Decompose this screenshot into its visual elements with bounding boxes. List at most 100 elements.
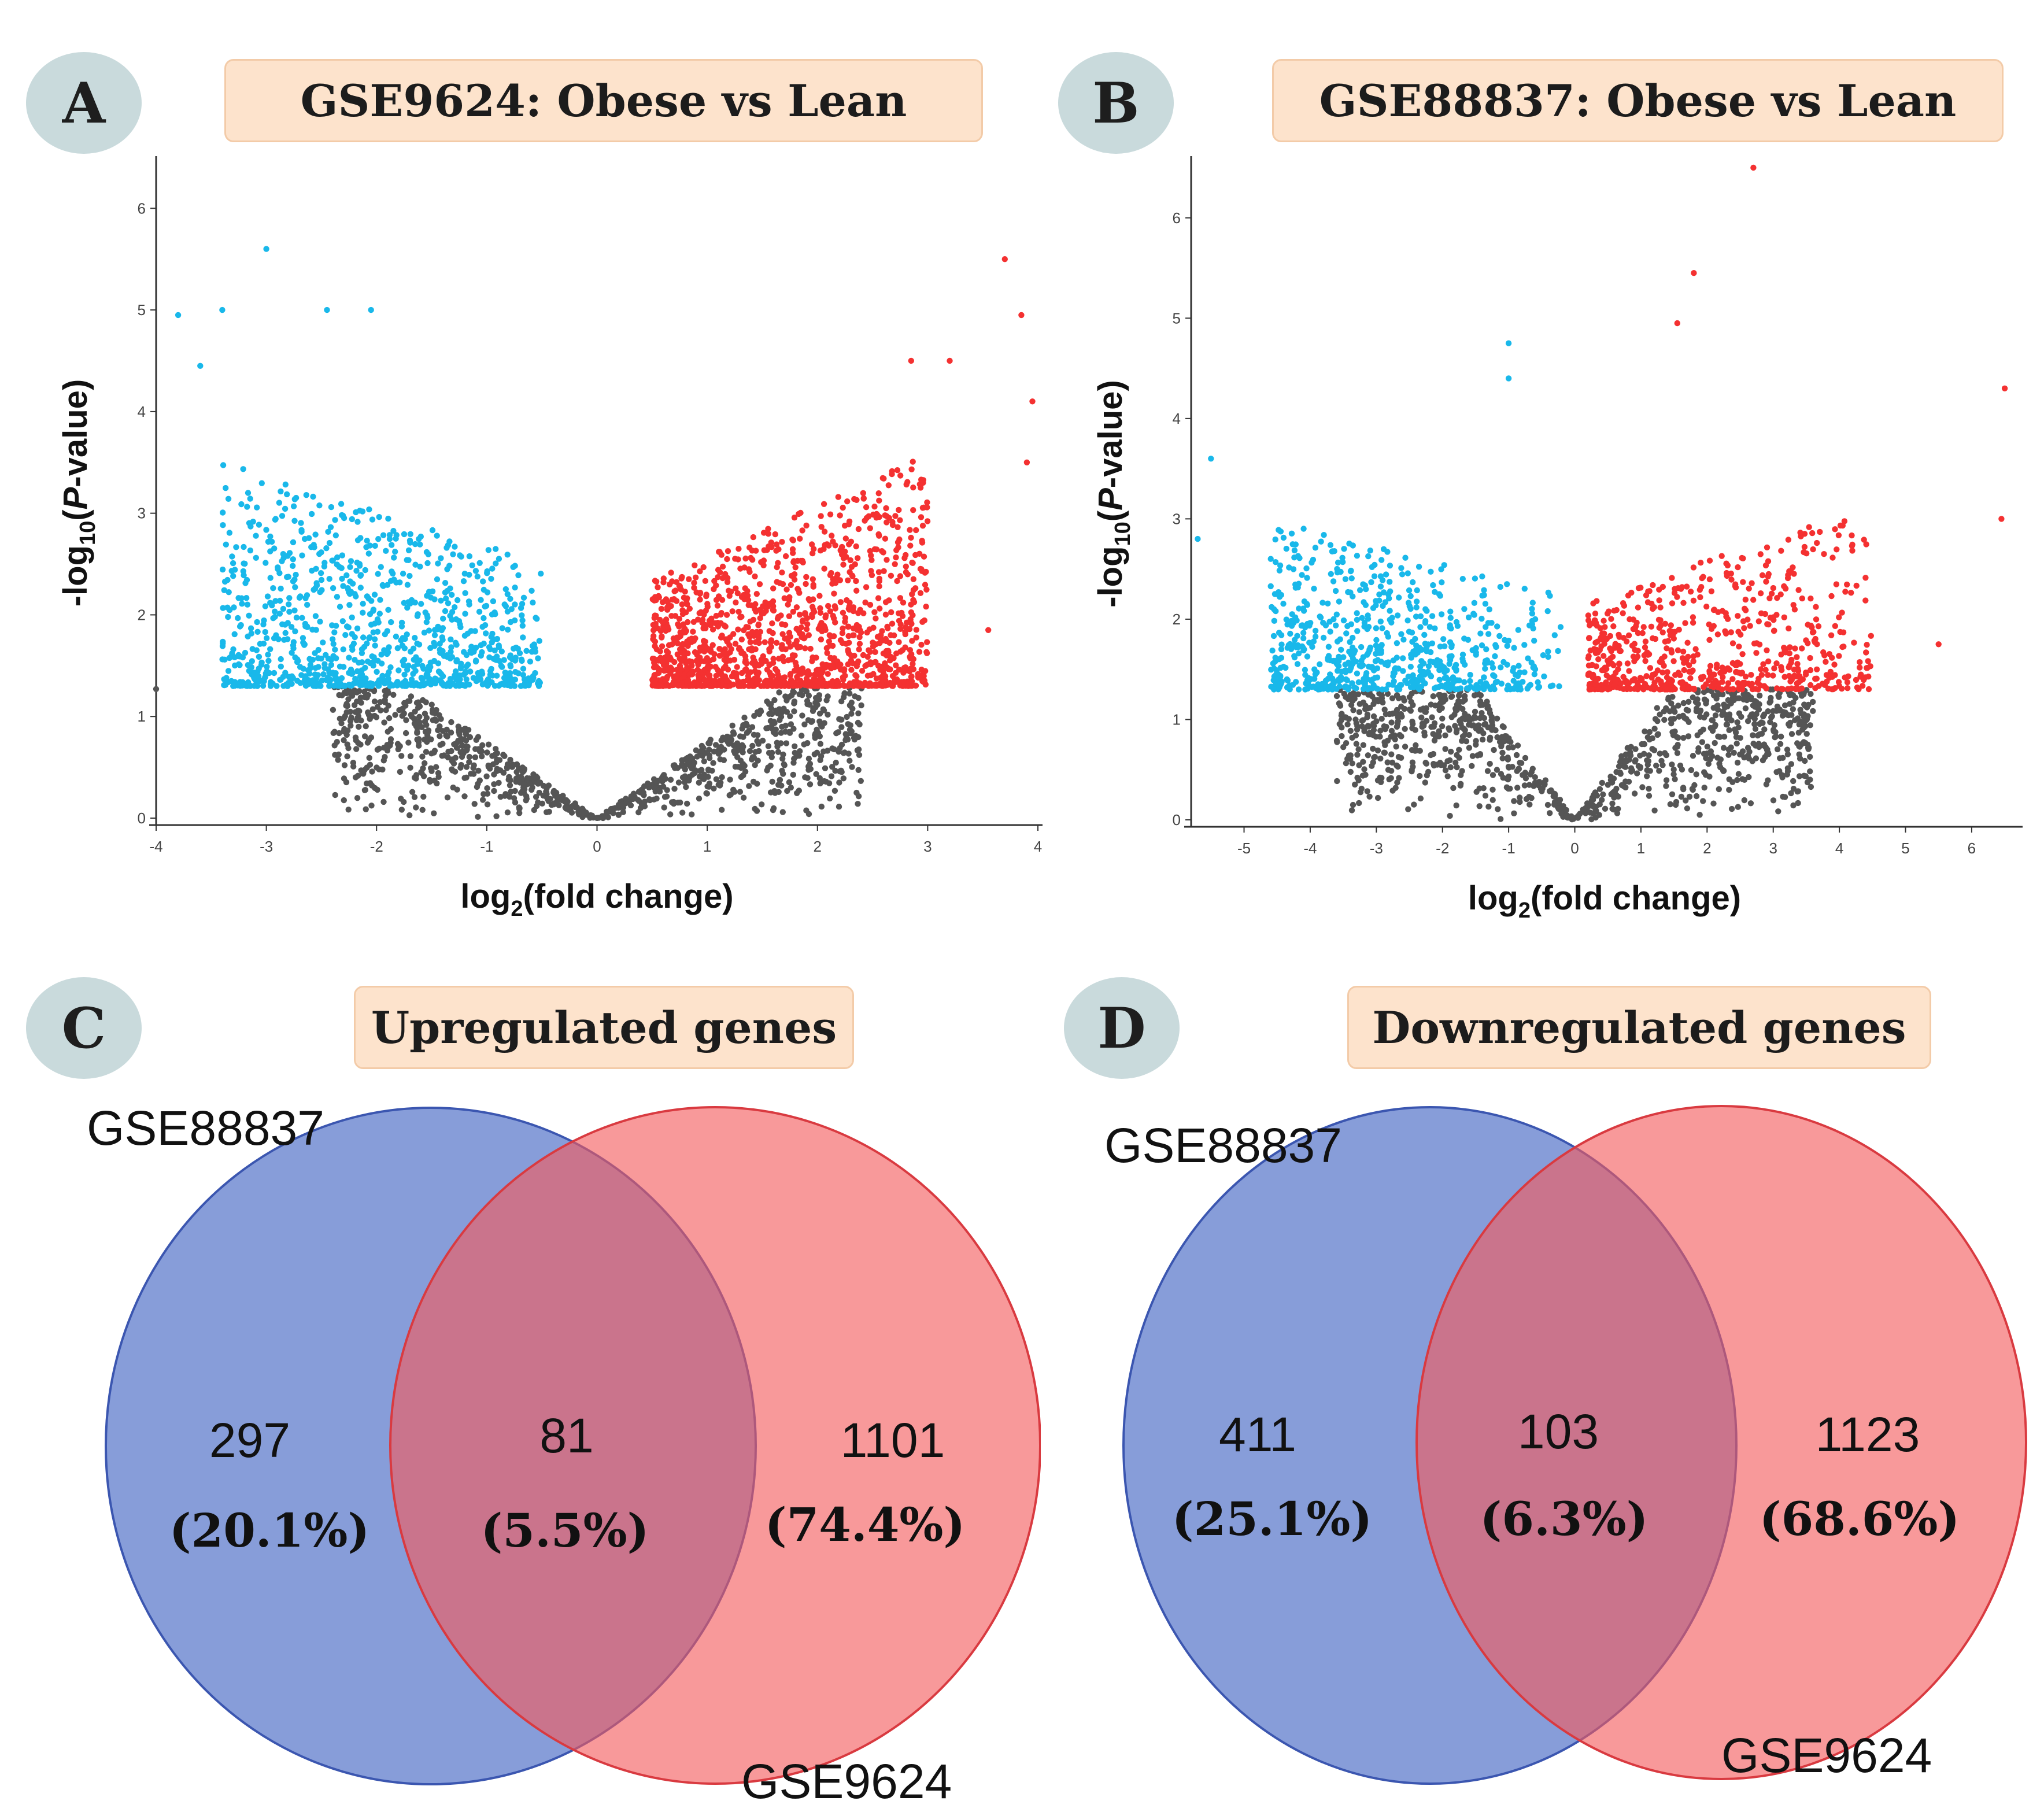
- ns-point: [543, 789, 549, 795]
- ns-point: [579, 805, 586, 812]
- ns-point: [1487, 734, 1494, 741]
- down-point: [1529, 605, 1535, 612]
- up-point: [910, 485, 916, 491]
- up-point: [748, 682, 754, 689]
- ns-point: [1349, 734, 1355, 741]
- ns-point: [1437, 762, 1444, 768]
- down-point: [397, 579, 403, 586]
- ns-point: [1462, 697, 1468, 703]
- up-point: [855, 526, 862, 532]
- ns-point: [1457, 718, 1463, 724]
- up-point: [685, 643, 691, 649]
- ns-point: [1517, 794, 1523, 801]
- down-point: [1300, 526, 1307, 532]
- down-point: [284, 636, 291, 642]
- down-point: [282, 481, 289, 488]
- ns-point: [1656, 768, 1662, 774]
- ns-point: [1458, 772, 1464, 778]
- up-point: [882, 512, 888, 519]
- up-point: [766, 628, 772, 634]
- up-point: [664, 674, 671, 680]
- ns-point: [343, 702, 349, 709]
- ns-point: [1447, 764, 1454, 771]
- up-point: [699, 616, 706, 623]
- ns-point: [1642, 728, 1648, 735]
- up-point: [853, 587, 860, 594]
- up-point: [737, 565, 744, 572]
- down-point: [376, 514, 382, 520]
- ns-point: [1408, 698, 1414, 705]
- ns-point: [1807, 753, 1813, 760]
- ns-point: [749, 724, 756, 730]
- up-point: [903, 563, 910, 570]
- down-point: [1441, 562, 1447, 568]
- ns-point: [818, 753, 825, 760]
- up-point: [718, 634, 725, 641]
- down-point: [358, 680, 365, 686]
- up-point: [924, 504, 930, 511]
- ns-point: [1734, 719, 1740, 726]
- ns-point: [667, 811, 674, 818]
- ns-point: [1704, 744, 1710, 750]
- down-point: [519, 657, 525, 664]
- ns-point: [1456, 746, 1462, 753]
- ns-point: [779, 767, 785, 774]
- up-point: [832, 542, 838, 549]
- down-point: [293, 571, 299, 578]
- ns-point: [1564, 814, 1570, 821]
- up-point: [901, 679, 907, 685]
- up-point: [715, 567, 722, 573]
- ns-point: [1733, 740, 1740, 747]
- ns-point: [363, 806, 369, 812]
- ns-point: [1596, 786, 1603, 793]
- up-point: [875, 569, 882, 575]
- ns-point: [484, 785, 490, 792]
- up-point: [716, 646, 723, 652]
- ns-point: [1700, 798, 1706, 804]
- ns-point: [705, 774, 711, 780]
- down-point: [1286, 564, 1292, 571]
- ns-point: [452, 768, 459, 775]
- ns-point: [1362, 771, 1369, 778]
- down-point: [1379, 625, 1385, 631]
- up-point: [824, 650, 830, 656]
- down-point: [439, 625, 446, 631]
- down-point: [501, 601, 508, 608]
- up-point: [804, 621, 811, 627]
- up-point: [839, 639, 846, 646]
- ns-point: [1532, 774, 1538, 781]
- up-point: [767, 661, 773, 668]
- ns-point: [1776, 707, 1783, 713]
- down-point: [431, 632, 438, 638]
- ns-point: [743, 720, 749, 727]
- down-point: [305, 678, 312, 685]
- down-point: [1384, 549, 1391, 555]
- up-point: [697, 596, 703, 603]
- down-point: [330, 653, 337, 659]
- ns-point: [766, 711, 772, 717]
- ns-point: [1546, 788, 1553, 794]
- ns-point: [814, 749, 820, 756]
- up-point: [897, 649, 904, 655]
- up-point: [668, 570, 674, 576]
- up-point: [742, 555, 749, 562]
- ns-point: [472, 754, 479, 761]
- ns-point: [1475, 690, 1481, 697]
- ns-point: [557, 793, 564, 800]
- up-point: [762, 639, 768, 645]
- ns-point: [1646, 793, 1653, 799]
- ns-point: [1476, 785, 1483, 792]
- down-point: [414, 661, 420, 667]
- up-point: [803, 580, 809, 587]
- ns-point: [369, 768, 375, 775]
- down-point: [290, 563, 296, 569]
- down-point: [512, 601, 518, 608]
- ns-point: [1343, 740, 1350, 746]
- up-point: [722, 663, 729, 670]
- ns-point: [487, 766, 493, 772]
- down-point: [510, 564, 516, 570]
- y-tick-label: 1: [138, 708, 146, 725]
- up-point: [743, 668, 750, 674]
- up-point: [856, 634, 863, 641]
- up-point: [677, 633, 684, 639]
